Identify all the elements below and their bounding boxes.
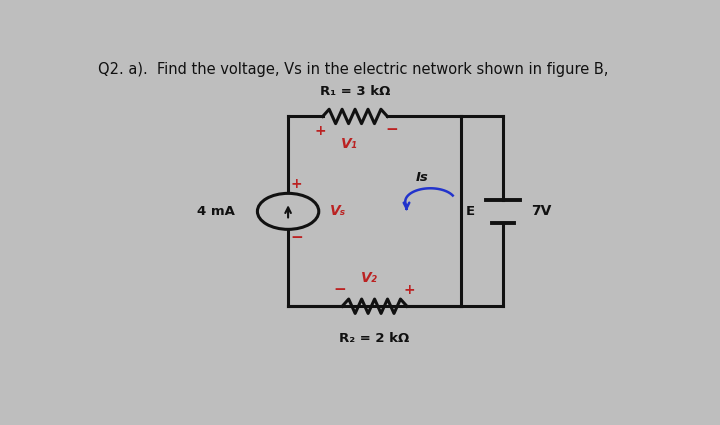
Text: E: E: [466, 205, 475, 218]
Text: Is: Is: [415, 170, 428, 184]
Text: −: −: [385, 122, 398, 137]
Text: R₂ = 2 kΩ: R₂ = 2 kΩ: [339, 332, 410, 346]
Circle shape: [258, 193, 319, 230]
Text: +: +: [404, 283, 415, 297]
Text: 7V: 7V: [531, 204, 552, 218]
Text: V₂: V₂: [361, 272, 377, 286]
Text: +: +: [314, 124, 325, 138]
Text: −: −: [290, 230, 303, 245]
Text: R₁ = 3 kΩ: R₁ = 3 kΩ: [320, 85, 390, 99]
Text: 4 mA: 4 mA: [197, 205, 235, 218]
Text: Vₛ: Vₛ: [330, 204, 346, 218]
Text: V₁: V₁: [341, 137, 358, 151]
Text: Q2. a).  Find the voltage, Vs in the electric network shown in figure B,: Q2. a). Find the voltage, Vs in the elec…: [99, 62, 608, 77]
Text: −: −: [333, 282, 346, 297]
Text: +: +: [291, 177, 302, 191]
